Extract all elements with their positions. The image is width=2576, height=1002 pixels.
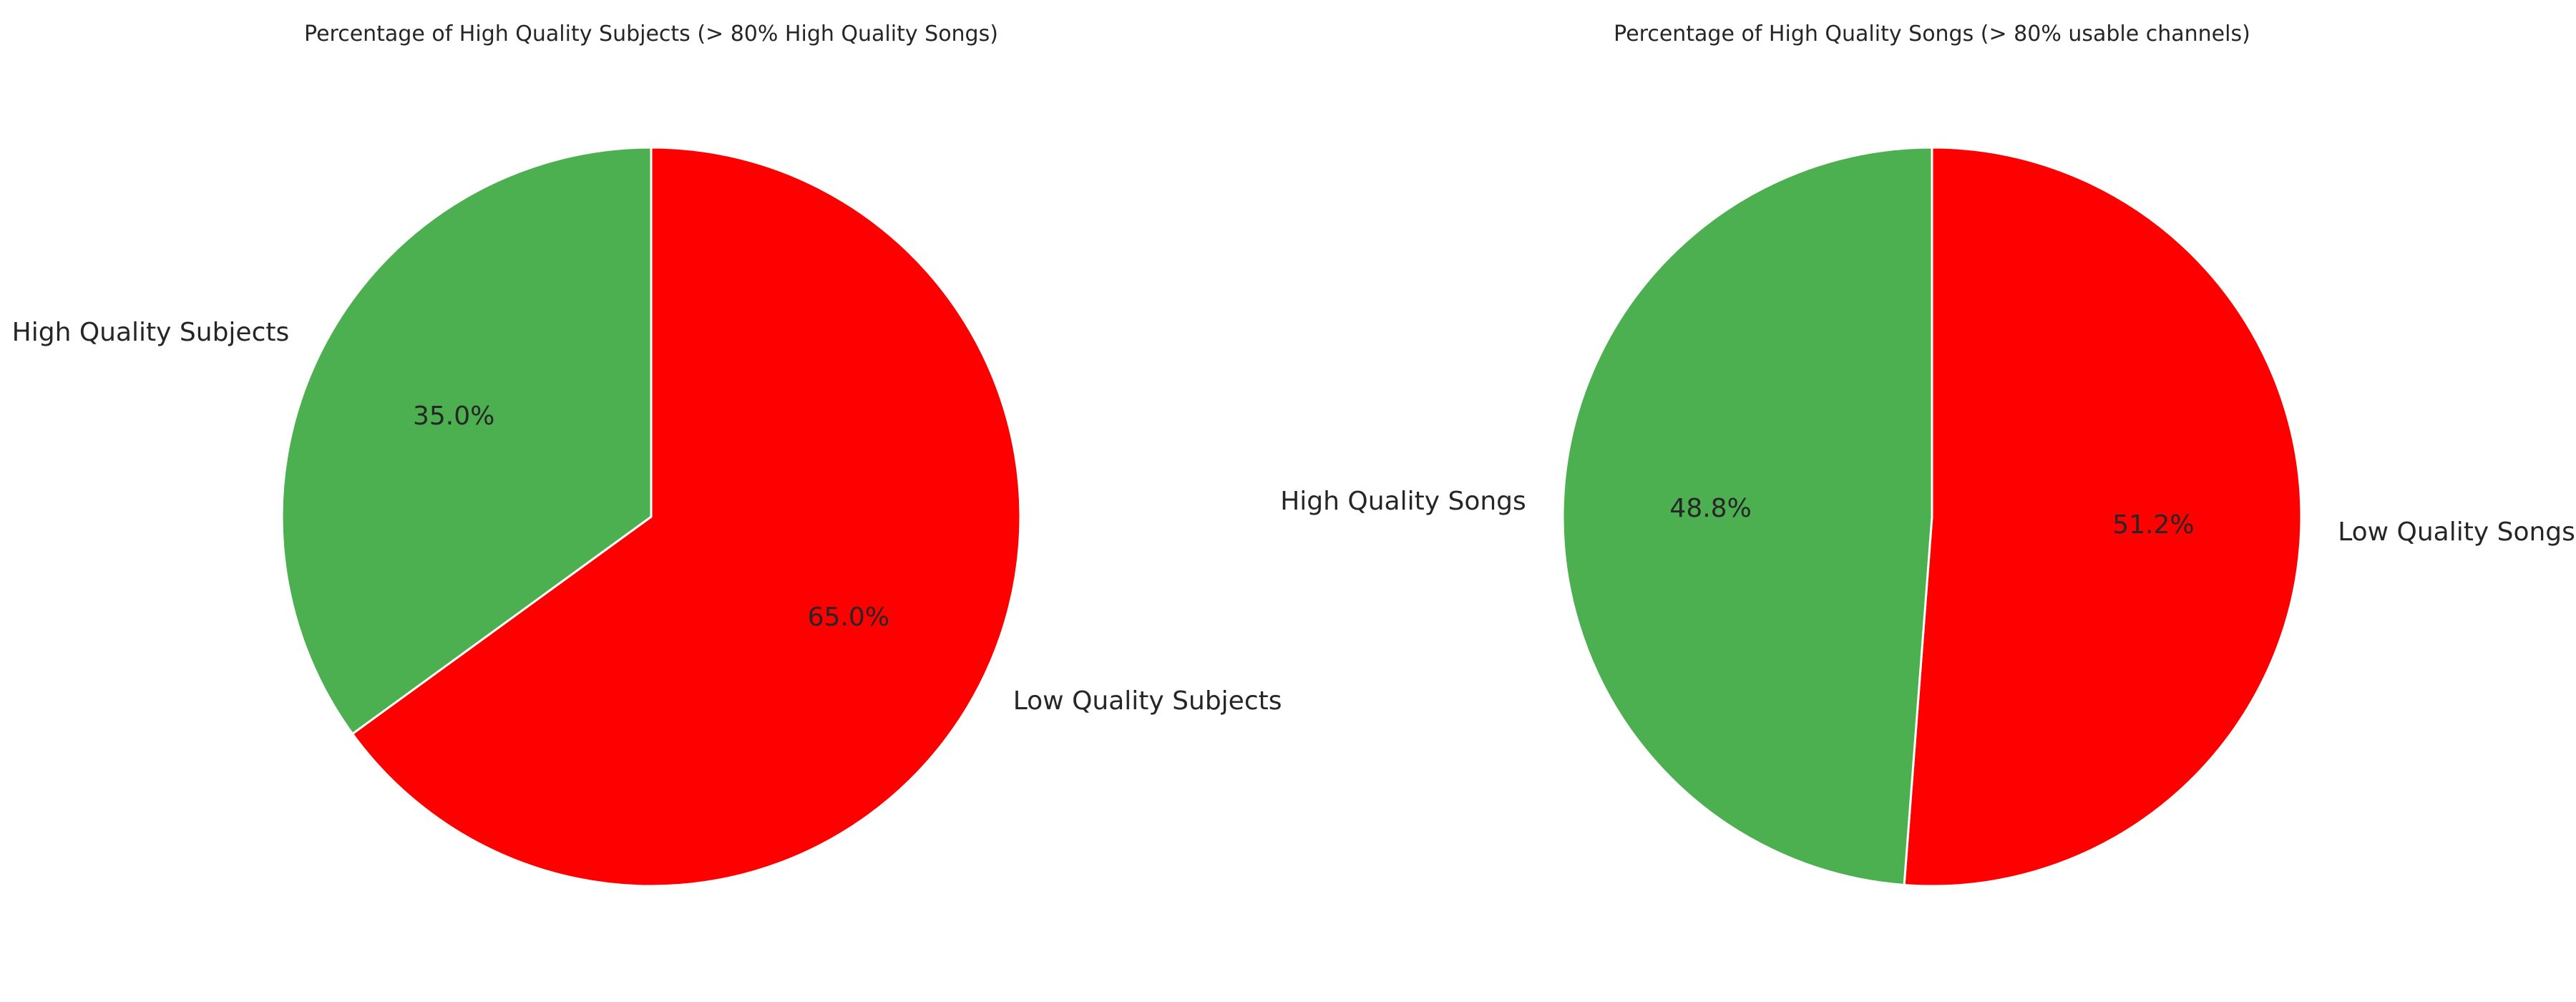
pie-chart-subjects: Percentage of High Quality Subjects (> 8… [12, 21, 1282, 887]
slice-percentage-label: 48.8% [1669, 494, 1751, 523]
pie-chart-songs: Percentage of High Quality Songs (> 80% … [1280, 21, 2575, 887]
slice-percentage-label: 51.2% [2112, 510, 2194, 540]
slice-label: Low Quality Subjects [1013, 686, 1282, 716]
pie-slice-low-quality-songs [1903, 146, 2303, 887]
slice-label: Low Quality Songs [2338, 517, 2575, 547]
slice-percentage-label: 65.0% [808, 603, 889, 632]
slice-label: High Quality Subjects [12, 318, 290, 347]
pie-slice-high-quality-subjects [280, 146, 653, 735]
slice-label: High Quality Songs [1280, 487, 1526, 516]
chart-title: Percentage of High Quality Songs (> 80% … [1614, 21, 2250, 47]
pie-slice-high-quality-songs [1561, 146, 1933, 887]
chart-title: Percentage of High Quality Subjects (> 8… [304, 21, 998, 47]
slice-percentage-label: 35.0% [413, 402, 494, 431]
pie-slice-low-quality-subjects [351, 146, 1022, 887]
